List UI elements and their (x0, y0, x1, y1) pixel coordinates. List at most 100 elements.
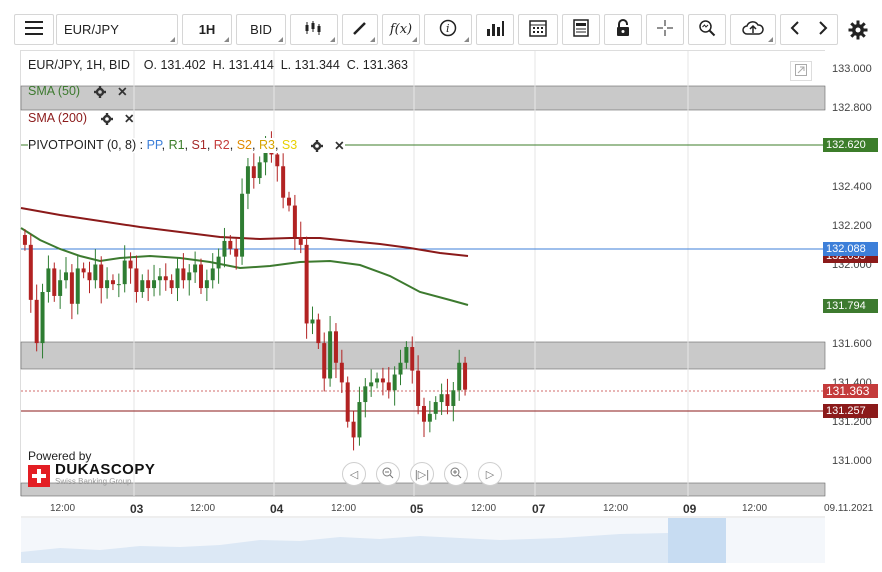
symbol-label: EUR/JPY (64, 22, 119, 37)
candle-body (175, 268, 180, 289)
candle-body (445, 394, 450, 406)
candle-body (386, 382, 391, 391)
brand-tagline: Swiss Banking Group (55, 477, 132, 486)
candle-body (234, 248, 239, 257)
zoom-out-button[interactable] (376, 462, 400, 486)
zoom-in-icon (450, 467, 462, 482)
y-label: 133.000 (832, 63, 872, 75)
lock-button[interactable] (604, 14, 642, 45)
calendar-icon (529, 19, 547, 40)
sma50-price-tag: 131.794 (823, 299, 878, 313)
sma200-gear-icon[interactable] (100, 112, 113, 125)
candle-body (328, 331, 333, 379)
candle-body (333, 331, 338, 363)
sma50-label: SMA (50) (28, 84, 81, 98)
candle-body (34, 299, 39, 344)
price-chart[interactable] (20, 50, 825, 496)
pivot-close-icon[interactable]: ✕ (334, 139, 345, 154)
candle-body (298, 236, 303, 245)
candle-body (451, 390, 456, 406)
pivot-item-r2: R2 (213, 138, 230, 152)
sma50-legend: SMA (50) ✕ (28, 84, 128, 99)
ohlc-open: O. 131.402 (143, 58, 206, 72)
navigator-window[interactable] (668, 518, 726, 563)
settings-button[interactable] (848, 20, 868, 43)
x-time-label: 09.11.2021 (824, 503, 874, 514)
zoom-button[interactable] (688, 14, 726, 45)
pivot-gear-icon[interactable] (310, 139, 323, 152)
candle-body (345, 382, 350, 422)
y-label: 131.200 (832, 416, 872, 428)
svg-text:i: i (446, 22, 450, 35)
menu-button[interactable] (14, 14, 54, 45)
x-day-label: 04 (270, 502, 284, 516)
candle-body (75, 268, 80, 304)
bar-chart-icon (486, 20, 504, 39)
pivot-item-s2: S2 (236, 138, 253, 152)
candle-body (40, 292, 45, 344)
x-time-label: 12:00 (331, 503, 357, 514)
candle-body (198, 264, 203, 289)
sma50-gear-icon[interactable] (93, 85, 106, 98)
candle-body (116, 284, 121, 286)
candle-body (304, 244, 309, 324)
candlestick-icon (304, 20, 324, 39)
candle-body (398, 362, 403, 375)
sma-200-line (20, 207, 469, 257)
candle-body (81, 268, 86, 273)
x-time-label: 12:00 (471, 503, 497, 514)
candle-body (292, 205, 297, 237)
candle-body (310, 319, 315, 324)
candle-body (339, 362, 344, 383)
ohlc-header: EUR/JPY, 1H, BID (28, 58, 130, 72)
powered-by-text: Powered by (28, 449, 92, 463)
scroll-right-button[interactable]: ▷ (478, 462, 502, 486)
candle-body (99, 264, 104, 289)
support-band (20, 341, 826, 370)
candle-body (380, 378, 385, 383)
cloud-save-button[interactable] (730, 14, 776, 45)
chevron-left-icon[interactable] (790, 20, 800, 39)
indicators-button[interactable]: f(x) (382, 14, 420, 45)
chart-type-button[interactable] (290, 14, 338, 45)
volume-button[interactable] (476, 14, 514, 45)
x-day-label: 09 (683, 502, 697, 516)
vertical-grid (133, 51, 689, 496)
chevron-right-icon[interactable] (818, 20, 828, 39)
pencil-icon (352, 20, 368, 39)
y-label: 131.600 (832, 338, 872, 350)
expand-button[interactable] (790, 61, 812, 81)
candle-body (351, 421, 356, 438)
candle-body (204, 280, 209, 289)
pivot-item-s3: S3 (281, 138, 298, 152)
sma200-close-icon[interactable]: ✕ (124, 112, 135, 127)
swiss-cross-icon (28, 465, 50, 487)
r1-price-tag: 132.620 (823, 138, 878, 152)
scroll-left-button[interactable]: ◁ (342, 462, 366, 486)
calendar-button[interactable] (518, 14, 558, 45)
candle-body (404, 347, 409, 363)
price-type-select[interactable]: BID (236, 14, 286, 45)
candle-body (222, 240, 227, 257)
template-button[interactable] (562, 14, 600, 45)
candle-body (122, 260, 127, 285)
candle-body (169, 280, 174, 289)
zoom-out-icon (382, 467, 394, 482)
info-button[interactable]: i (424, 14, 472, 45)
crosshair-button[interactable] (646, 14, 684, 45)
candle-body (427, 413, 432, 422)
gear-icon (848, 20, 868, 43)
candle-body (105, 280, 110, 289)
candle-body (421, 405, 426, 422)
ohlc-low: L. 131.344 (280, 58, 340, 72)
zoom-in-button[interactable] (444, 462, 468, 486)
timeframe-select[interactable]: 1H (182, 14, 232, 45)
reset-view-button[interactable]: |▷| (410, 462, 434, 486)
s1-price-tag: 131.257 (823, 404, 878, 418)
symbol-select[interactable]: EUR/JPY (56, 14, 178, 45)
draw-tool-button[interactable] (342, 14, 378, 45)
candle-body (93, 264, 98, 281)
sma50-close-icon[interactable]: ✕ (117, 85, 128, 100)
candle-body (392, 374, 397, 391)
